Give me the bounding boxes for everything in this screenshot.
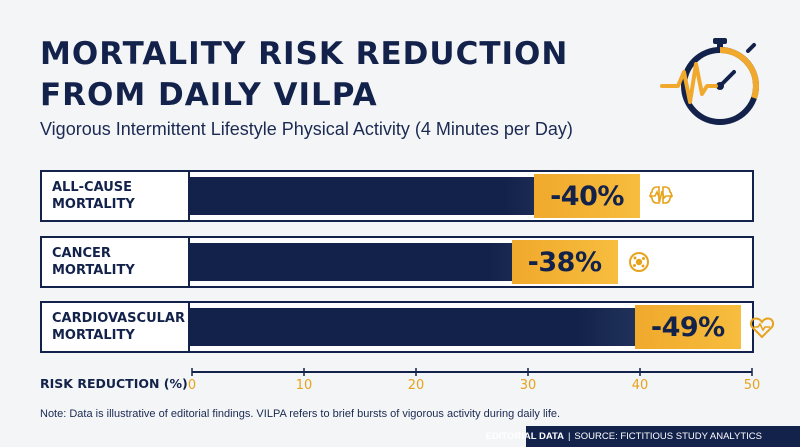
stopwatch-heartbeat-icon bbox=[660, 38, 759, 125]
chart-subtitle: Vigorous Intermittent Lifestyle Physical… bbox=[40, 119, 573, 139]
category-label-cancer: CANCER MORTALITY bbox=[42, 238, 190, 286]
bar-row-cardiovascular: CARDIOVASCULAR MORTALITY -49% bbox=[40, 301, 774, 353]
x-tick-label-20: 20 bbox=[407, 378, 425, 393]
heart-pulse-icon bbox=[749, 314, 775, 340]
x-tick-label-50: 50 bbox=[743, 378, 761, 393]
x-axis-title: RISK REDUCTION (%) bbox=[40, 376, 188, 391]
bar-row-cancer: CANCER MORTALITY -38% bbox=[40, 236, 754, 288]
value-label-cancer: -38% bbox=[511, 240, 618, 284]
value-label-cardiovascular: -49% bbox=[634, 305, 741, 349]
x-tick-label-10: 10 bbox=[295, 378, 313, 393]
source-text: SOURCE: FICTITIOUS STUDY ANALYTICS bbox=[574, 431, 762, 442]
chart-title: MORTALITY RISK REDUCTION FROM DAILY VILP… bbox=[40, 36, 569, 113]
x-tick-label-40: 40 bbox=[631, 378, 649, 393]
x-tick-label-30: 30 bbox=[519, 378, 537, 393]
cell-icon bbox=[626, 249, 652, 275]
source-bar: EDITORIAL DATA | SOURCE: FICTITIOUS STUD… bbox=[485, 426, 800, 447]
bar-row-all-cause: ALL-CAUSE MORTALITY -40% bbox=[40, 170, 754, 222]
category-label-cardiovascular: CARDIOVASCULAR MORTALITY bbox=[42, 303, 190, 351]
value-label-all-cause: -40% bbox=[534, 174, 640, 218]
source-label: EDITORIAL DATA bbox=[485, 431, 564, 442]
x-axis bbox=[191, 368, 753, 376]
footnote: Note: Data is illustrative of editorial … bbox=[40, 408, 561, 420]
x-tick-label-0: 0 bbox=[187, 378, 197, 393]
brain-pulse-icon bbox=[648, 183, 674, 209]
category-label-all-cause: ALL-CAUSE MORTALITY bbox=[42, 172, 190, 220]
source-separator: | bbox=[567, 431, 571, 442]
